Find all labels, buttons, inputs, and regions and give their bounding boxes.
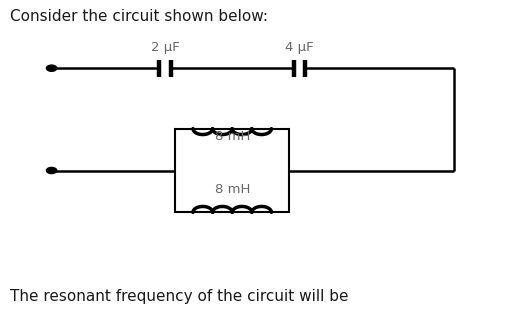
Text: Consider the circuit shown below:: Consider the circuit shown below: (10, 9, 268, 24)
Text: 8 mH: 8 mH (215, 183, 250, 196)
Text: The resonant frequency of the circuit will be: The resonant frequency of the circuit wi… (10, 289, 349, 304)
Text: 4 μF: 4 μF (285, 41, 314, 54)
Circle shape (46, 65, 57, 71)
Bar (175, 129, 289, 212)
Circle shape (46, 167, 57, 174)
Text: 8 mH: 8 mH (215, 130, 250, 143)
Text: 2 μF: 2 μF (151, 41, 180, 54)
